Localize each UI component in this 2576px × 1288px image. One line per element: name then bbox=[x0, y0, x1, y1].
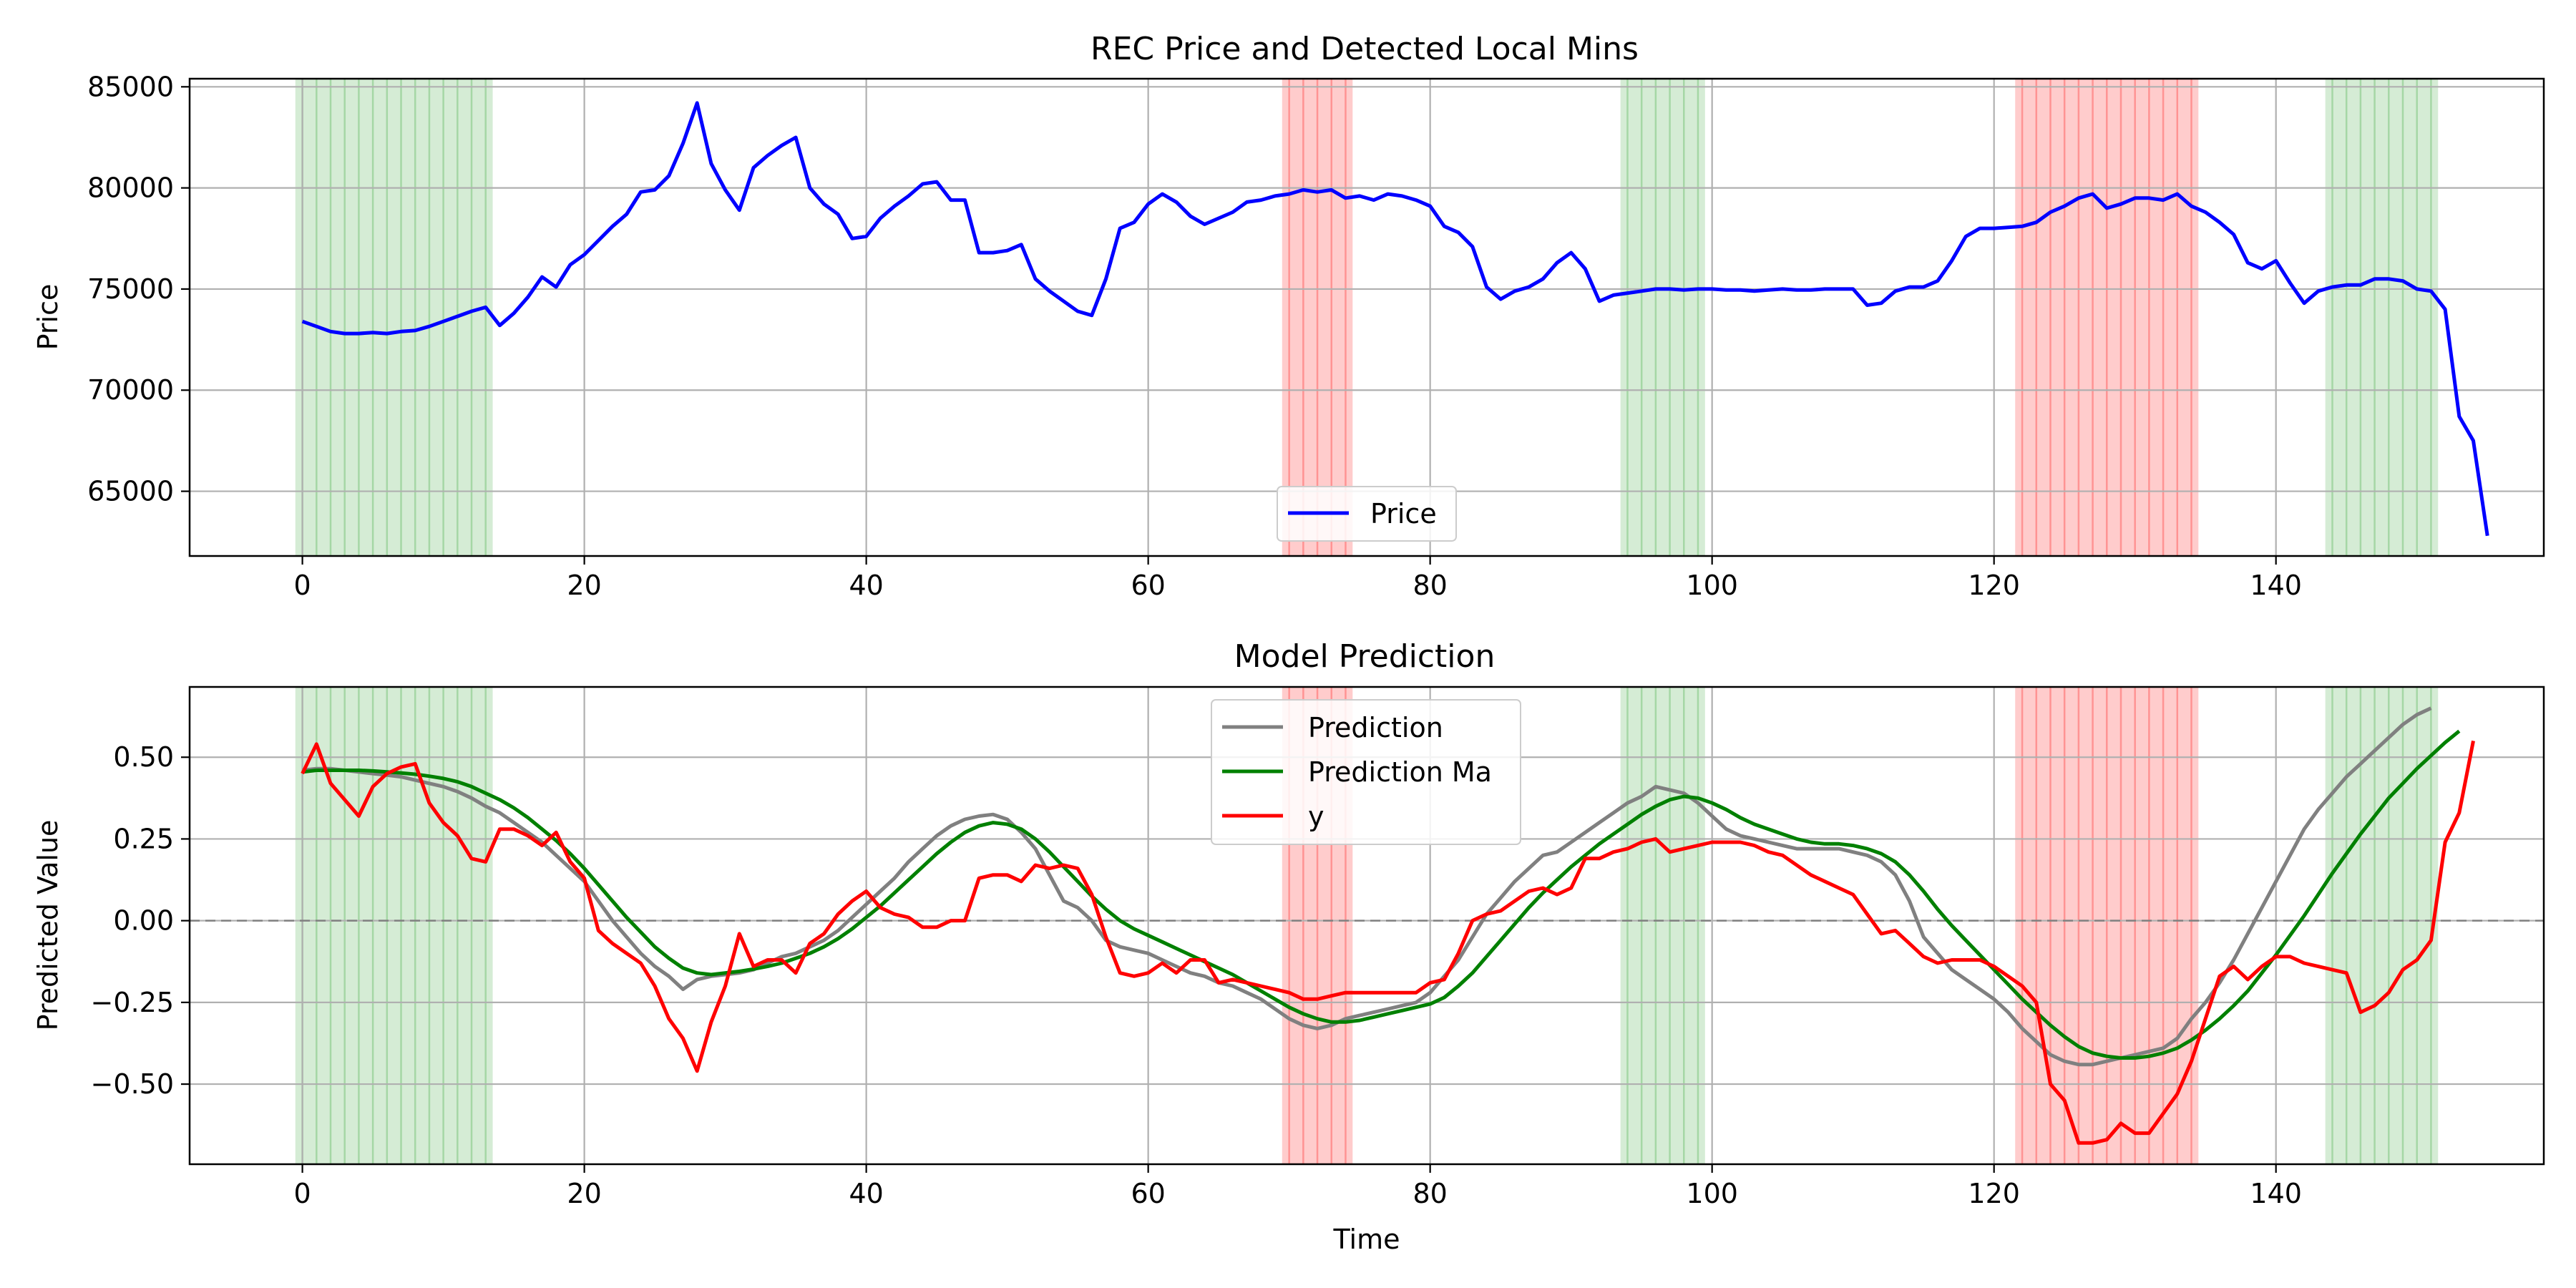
prediction-x-tick-label: 0 bbox=[294, 1178, 311, 1209]
prediction-series-prediction-line bbox=[302, 706, 2432, 1067]
price-panel: REC Price and Detected Local Mins 0 20 40 6… bbox=[32, 31, 2545, 601]
price-x-tick-label: 20 bbox=[567, 570, 601, 601]
legend-label-prediction-ma: Prediction Ma bbox=[1308, 756, 1492, 788]
price-legend-label: Price bbox=[1370, 498, 1437, 530]
prediction-highlight-band-5 bbox=[2325, 687, 2439, 1164]
price-x-tick-label: 80 bbox=[1413, 570, 1447, 601]
prediction-y-tick-label: −0.25 bbox=[91, 987, 174, 1018]
price-x-tick-label: 100 bbox=[1686, 570, 1738, 601]
price-ticks: 0 20 40 60 80 100 120 140 65000 70000 75000 80000 85… bbox=[87, 71, 2302, 601]
prediction-panel: Model Prediction 0 20 40 60 80 100 120 140 −0.50… bbox=[32, 638, 2545, 1255]
price-x-tick-label: 60 bbox=[1131, 570, 1165, 601]
price-x-tick-label: 0 bbox=[294, 570, 311, 601]
price-series-price-line bbox=[301, 101, 2489, 537]
price-highlight-band-5 bbox=[2325, 79, 2439, 556]
prediction-y-tick-label: −0.50 bbox=[91, 1068, 174, 1100]
legend-label-prediction: Prediction bbox=[1308, 712, 1443, 743]
prediction-x-axis-label: Time bbox=[1333, 1224, 1400, 1255]
price-chart-title: REC Price and Detected Local Mins bbox=[1091, 31, 1639, 67]
price-plot-frame bbox=[188, 77, 2545, 557]
price-highlight-band-2 bbox=[1282, 79, 1353, 556]
prediction-x-tick-label: 140 bbox=[2250, 1178, 2302, 1209]
price-x-tick-label: 120 bbox=[1968, 570, 2020, 601]
price-lines bbox=[301, 101, 2489, 537]
price-x-tick-label: 140 bbox=[2250, 570, 2302, 601]
price-legend-box bbox=[1277, 486, 1457, 542]
prediction-x-tick-label: 60 bbox=[1131, 1178, 1165, 1209]
prediction-grid bbox=[190, 687, 2544, 1164]
price-y-tick-label: 80000 bbox=[87, 172, 174, 204]
prediction-y-tick-label: 0.25 bbox=[113, 823, 174, 854]
price-y-tick-label: 75000 bbox=[87, 273, 174, 305]
price-highlight-band-3 bbox=[1620, 79, 1705, 556]
prediction-x-tick-label: 40 bbox=[849, 1178, 883, 1209]
price-y-axis-label: Price bbox=[32, 284, 64, 351]
price-highlight-band-4 bbox=[2015, 79, 2199, 556]
price-y-tick-label: 70000 bbox=[87, 374, 174, 406]
prediction-lines bbox=[301, 706, 2475, 1145]
prediction-highlight-band-3 bbox=[1620, 687, 1705, 1164]
prediction-x-tick-label: 100 bbox=[1686, 1178, 1738, 1209]
price-y-tick-label: 85000 bbox=[87, 71, 174, 102]
prediction-legend-box bbox=[1211, 699, 1521, 845]
prediction-legend: Prediction Prediction Ma y bbox=[1211, 699, 1521, 845]
price-y-tick-label: 65000 bbox=[87, 476, 174, 507]
prediction-plot-frame bbox=[188, 686, 2545, 1166]
legend-label-y: y bbox=[1308, 801, 1324, 832]
prediction-x-tick-label: 120 bbox=[1968, 1178, 2020, 1209]
prediction-ticks: 0 20 40 60 80 100 120 140 −0.50 −0.25 0.00 0.25 0.50 bbox=[91, 741, 2302, 1209]
price-highlight-band-1 bbox=[295, 79, 493, 556]
prediction-x-tick-label: 80 bbox=[1413, 1178, 1447, 1209]
prediction-series-prediction-ma-line bbox=[302, 729, 2461, 1060]
prediction-chart-title: Model Prediction bbox=[1234, 638, 1496, 675]
price-legend: Price bbox=[1277, 486, 1457, 542]
prediction-y-axis-label: Predicted Value bbox=[32, 820, 64, 1031]
prediction-series-y-line bbox=[301, 740, 2475, 1145]
prediction-x-tick-label: 20 bbox=[567, 1178, 601, 1209]
prediction-highlight-band-1 bbox=[295, 687, 493, 1164]
prediction-y-tick-label: 0.50 bbox=[113, 741, 174, 773]
price-x-tick-label: 40 bbox=[849, 570, 883, 601]
prediction-y-tick-label: 0.00 bbox=[113, 905, 174, 937]
